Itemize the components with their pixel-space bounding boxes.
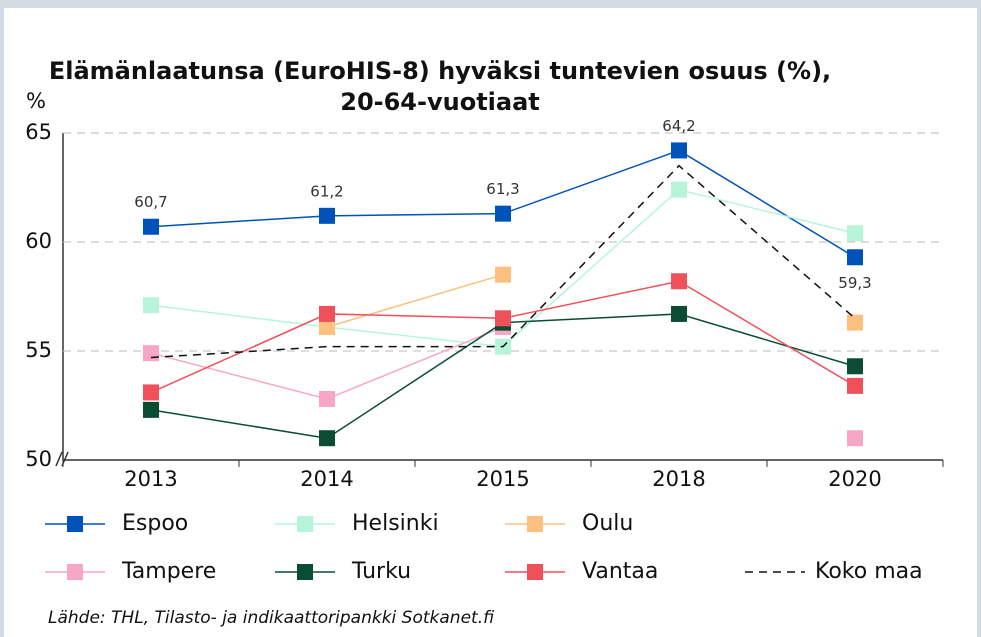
chart-title: 20-64-vuotiaat — [340, 88, 540, 116]
source: Lähde: THL, Tilasto- ja indikaattoripank… — [48, 608, 494, 628]
marker — [847, 225, 863, 242]
marker — [319, 390, 335, 407]
marker — [143, 297, 159, 314]
legend-marker — [297, 516, 313, 532]
marker — [319, 319, 335, 336]
value-label: 60,7 — [134, 193, 167, 211]
legend-marker — [67, 516, 83, 532]
legend-marker — [527, 516, 543, 532]
marker — [671, 181, 687, 198]
marker — [143, 384, 159, 401]
legend-label: Vantaa — [582, 559, 658, 584]
value-label: 59,3 — [838, 274, 871, 292]
x-tick-label: 2013 — [124, 467, 177, 491]
x-tick-label: 2014 — [300, 467, 353, 491]
legend-marker — [527, 564, 543, 580]
legend-label: Oulu — [582, 511, 633, 536]
y-tick-label: 50 — [25, 447, 52, 471]
legend-label: Espoo — [122, 511, 188, 536]
chart-title: Elämänlaatunsa (EuroHIS-8) hyväksi tunte… — [49, 57, 831, 85]
marker — [319, 430, 335, 447]
marker — [143, 218, 159, 235]
value-label: 61,2 — [310, 182, 343, 200]
background — [4, 8, 977, 637]
marker — [671, 273, 687, 290]
marker — [847, 430, 863, 447]
marker — [847, 358, 863, 375]
legend-label: Turku — [351, 559, 411, 584]
marker — [495, 266, 511, 283]
marker — [847, 377, 863, 394]
value-label: 64,2 — [662, 117, 695, 135]
y-axis-label: % — [26, 89, 46, 113]
y-tick-label: 65 — [25, 120, 52, 144]
marker — [319, 207, 335, 224]
y-tick-label: 60 — [25, 229, 52, 253]
x-tick-label: 2020 — [828, 467, 881, 491]
marker — [847, 314, 863, 331]
marker — [319, 305, 335, 322]
legend-label: Tampere — [121, 559, 216, 584]
marker — [671, 305, 687, 322]
x-tick-label: 2018 — [652, 467, 705, 491]
legend-label: Koko maa — [815, 559, 923, 584]
marker — [495, 310, 511, 327]
y-tick-label: 55 — [25, 338, 52, 362]
x-tick-label: 2015 — [476, 467, 529, 491]
value-label: 61,3 — [486, 180, 519, 198]
legend-label: Helsinki — [352, 511, 439, 536]
marker — [671, 142, 687, 159]
marker — [143, 345, 159, 362]
legend-marker — [297, 564, 313, 580]
marker — [143, 401, 159, 418]
series-line — [150, 164, 856, 359]
legend-marker — [67, 564, 83, 580]
marker — [495, 205, 511, 222]
marker — [847, 249, 863, 266]
